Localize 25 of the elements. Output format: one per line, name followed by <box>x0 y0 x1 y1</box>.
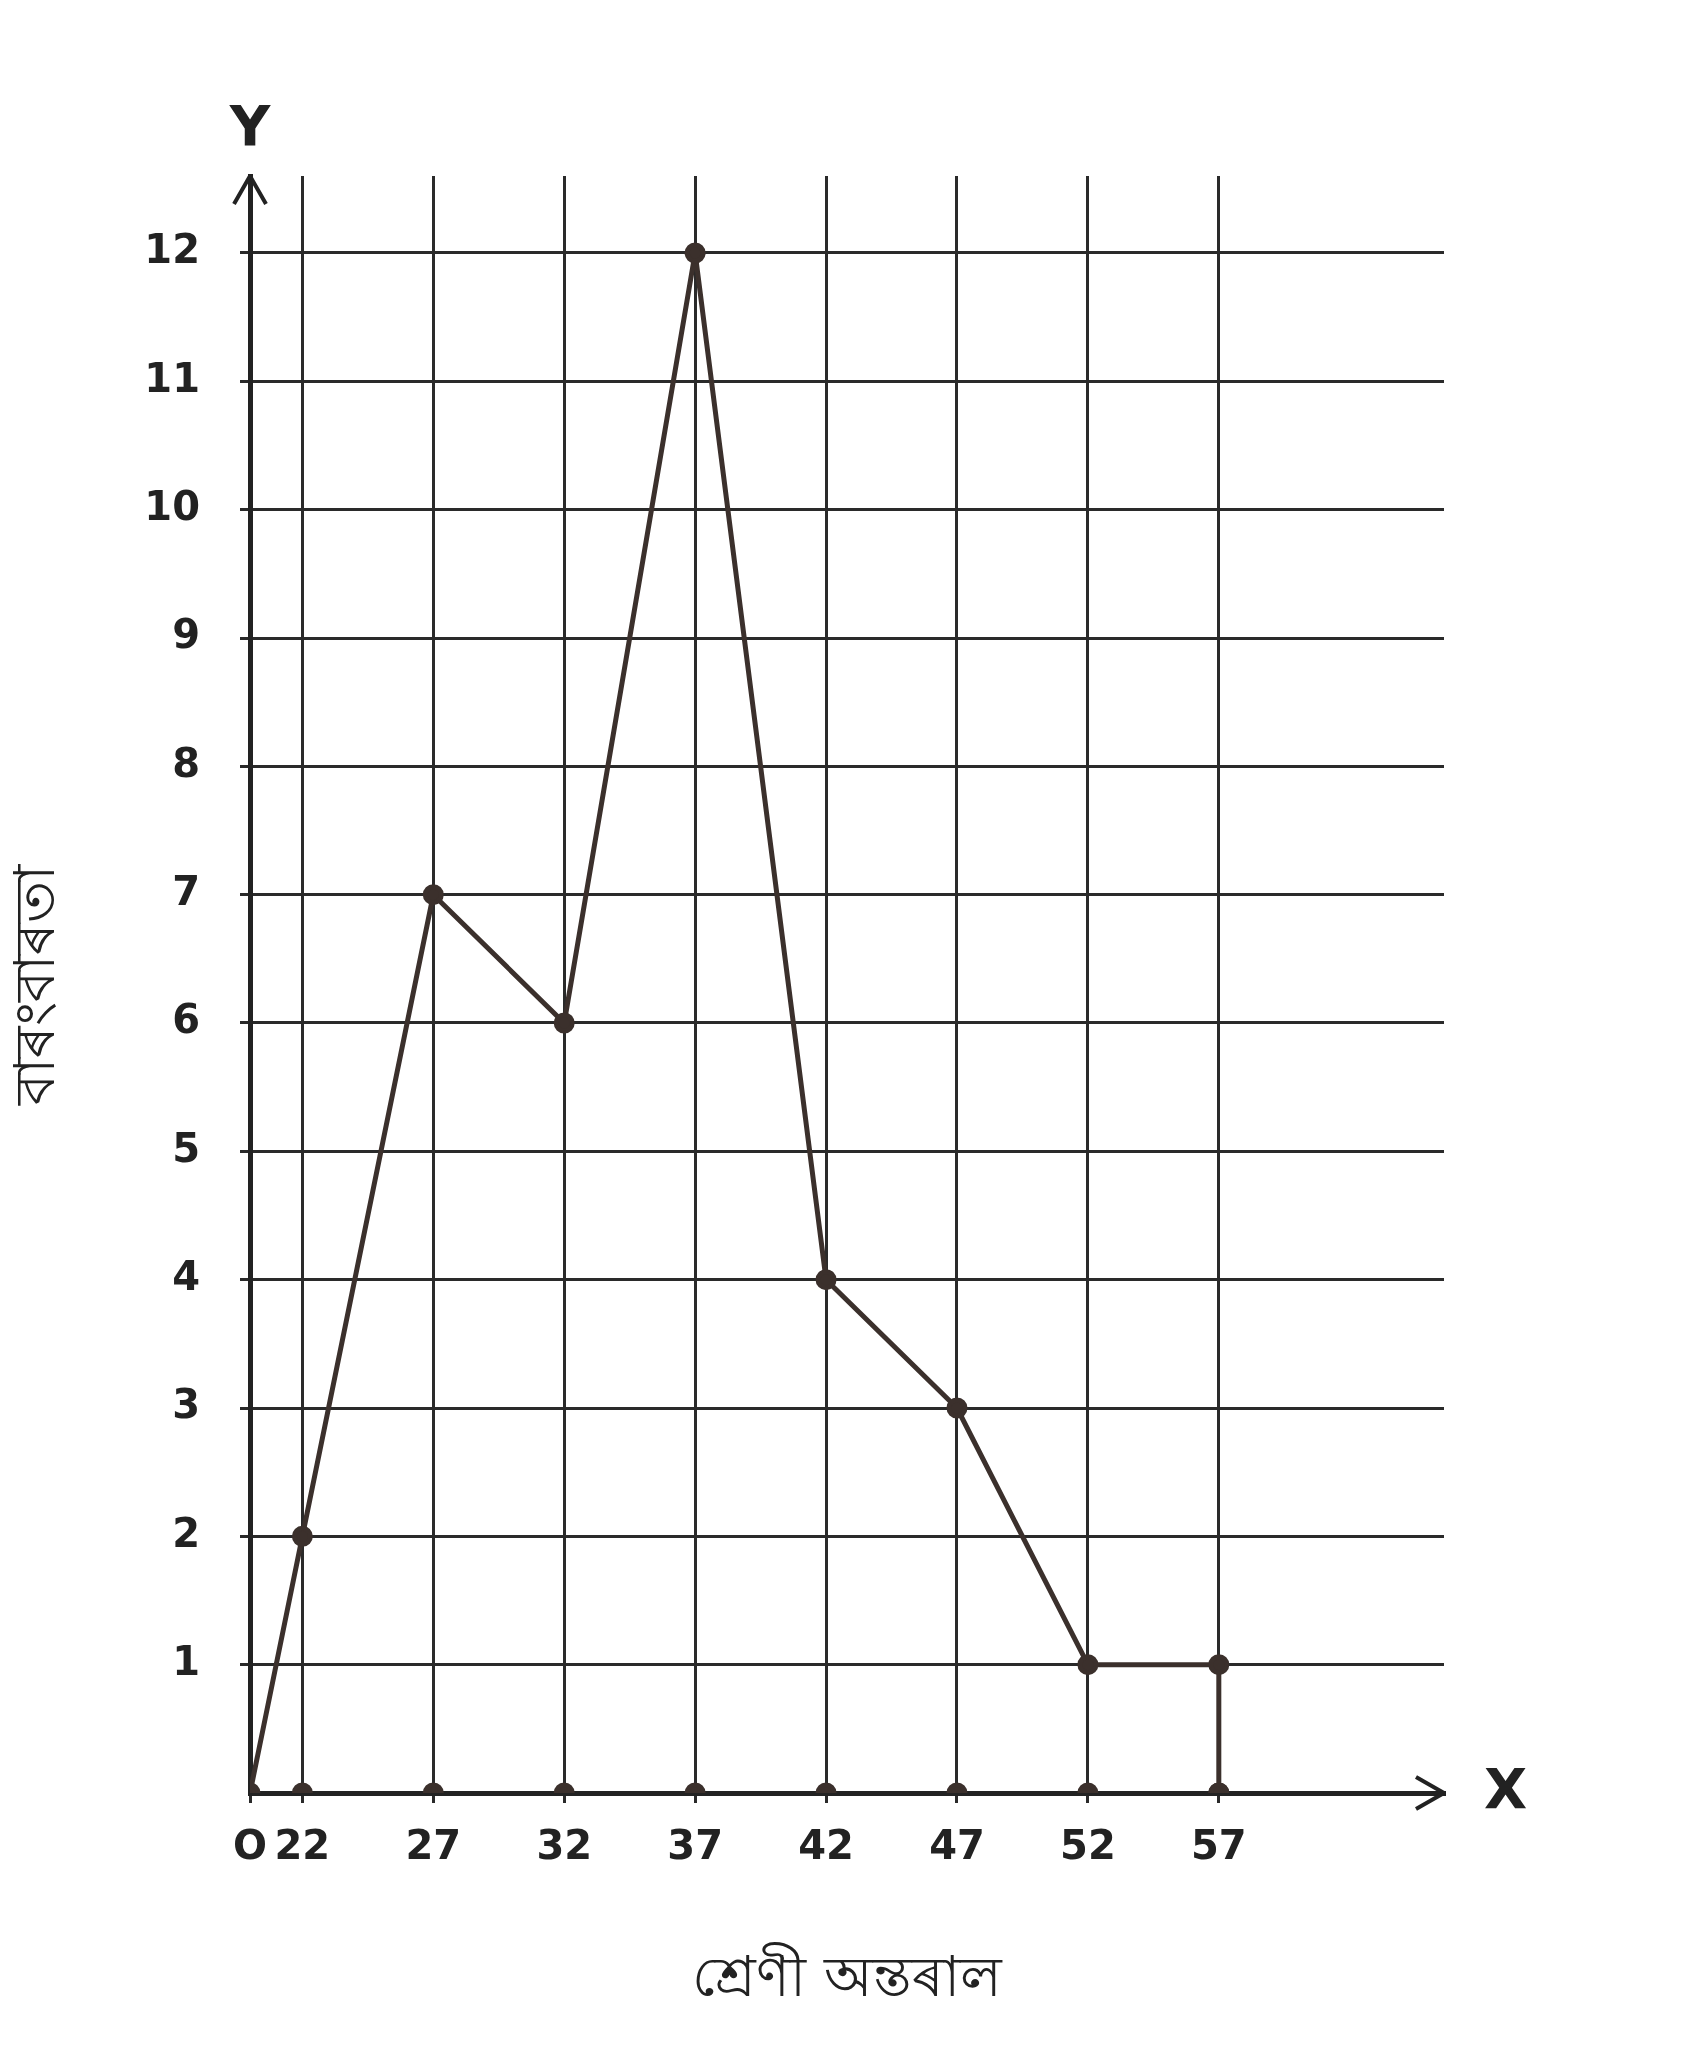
y-tick-label: 2 <box>172 1509 200 1556</box>
y-tick-label: 4 <box>172 1253 200 1300</box>
x-tick-label: 27 <box>405 1822 462 1869</box>
text: X <box>1484 1755 1528 1821</box>
y-tick-label: 3 <box>172 1381 200 1428</box>
y-tick-label: 6 <box>172 996 200 1043</box>
y-axis-title: বাৰংবাৰতা <box>2 863 68 1106</box>
x-tick-label: 52 <box>1060 1822 1116 1869</box>
x-tick-label: 42 <box>798 1822 854 1869</box>
text: Y <box>228 92 272 158</box>
x-tick-label: 37 <box>667 1822 723 1869</box>
x-tick-label: 22 <box>274 1822 331 1869</box>
y-tick-label: 9 <box>172 611 200 658</box>
y-tick-label: 10 <box>144 483 200 530</box>
y-tick-label: 5 <box>172 1124 200 1171</box>
y-tick-label: 8 <box>172 739 200 786</box>
y-tick-label: 11 <box>144 354 200 401</box>
x-tick-label: 32 <box>536 1822 593 1869</box>
x-tick-label: O <box>232 1822 268 1869</box>
x-tick-label: 47 <box>929 1822 985 1869</box>
x-axis-title: শ্ৰেণী অন্তৰাল <box>692 1941 1003 2009</box>
y-tick-label: 7 <box>172 868 200 915</box>
x-tick-label: 57 <box>1190 1822 1247 1869</box>
y-tick-label: 1 <box>172 1638 200 1685</box>
y-tick-label: 12 <box>144 226 200 273</box>
